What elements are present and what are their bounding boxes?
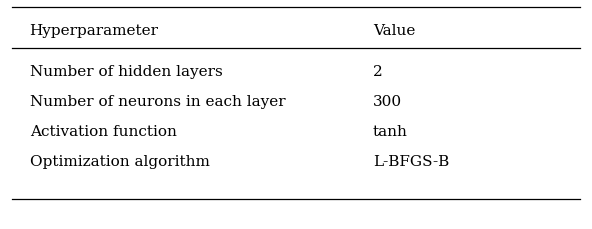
Text: tanh: tanh — [373, 125, 408, 139]
Text: Optimization algorithm: Optimization algorithm — [30, 155, 210, 168]
Text: Value: Value — [373, 24, 416, 38]
Text: Number of hidden layers: Number of hidden layers — [30, 65, 223, 79]
Text: 2: 2 — [373, 65, 382, 79]
Text: Number of neurons in each layer: Number of neurons in each layer — [30, 95, 285, 109]
Text: Hyperparameter: Hyperparameter — [30, 24, 159, 38]
Text: Activation function: Activation function — [30, 125, 176, 139]
Text: 300: 300 — [373, 95, 402, 109]
Text: L-BFGS-B: L-BFGS-B — [373, 155, 449, 168]
